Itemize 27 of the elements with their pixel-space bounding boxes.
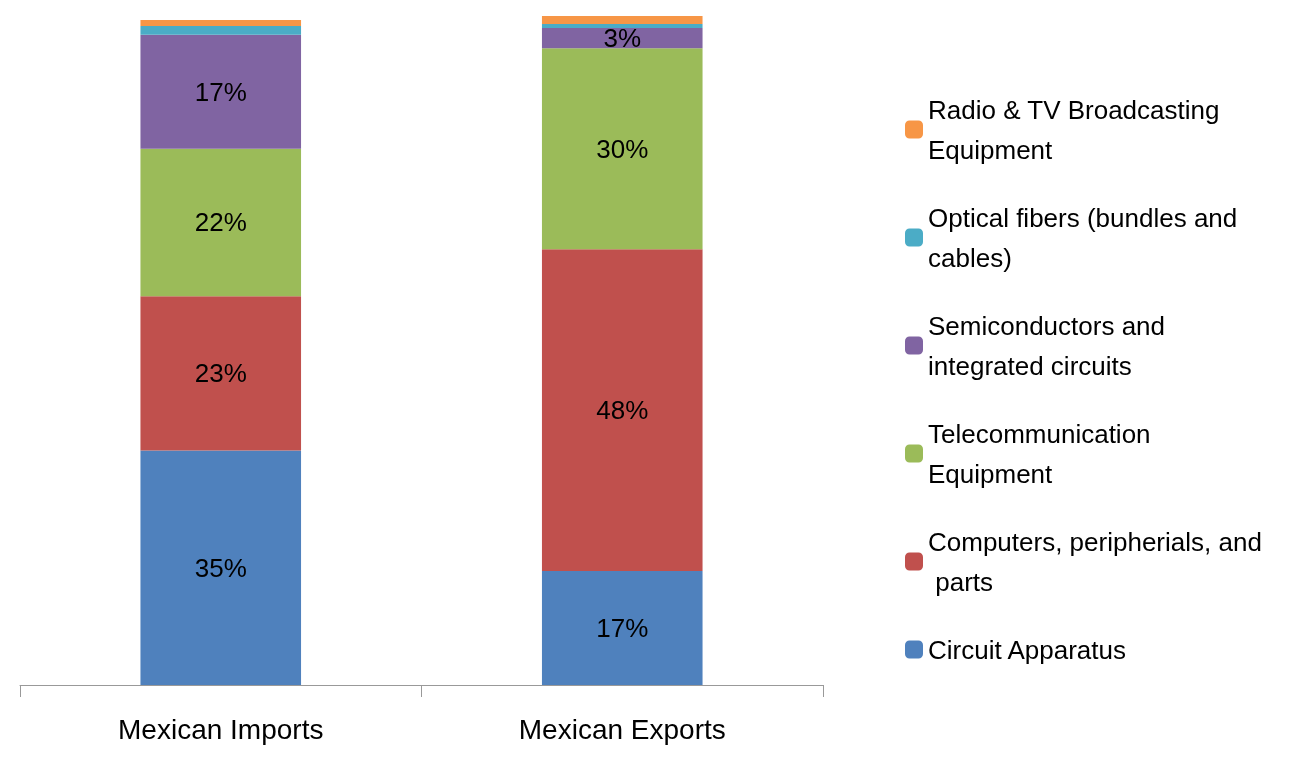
data-label: 23% bbox=[194, 358, 247, 389]
bar bbox=[140, 34, 302, 149]
bar bbox=[541, 16, 703, 25]
bar bbox=[541, 249, 703, 572]
bar bbox=[140, 450, 302, 685]
data-label: 22% bbox=[194, 207, 247, 238]
legend-label: Telecommunication Equipment bbox=[928, 418, 1158, 489]
data-label: 3% bbox=[603, 23, 642, 54]
legend-label: Computers, peripherials, and parts bbox=[928, 526, 1262, 597]
bar bbox=[140, 148, 302, 297]
data-label: 30% bbox=[596, 133, 649, 164]
bar bbox=[541, 571, 703, 685]
legend-label: Circuit Apparatus bbox=[928, 634, 1126, 665]
x-tick-label: Mexican Imports bbox=[118, 713, 324, 745]
bar bbox=[140, 26, 302, 35]
bar bbox=[541, 48, 703, 250]
data-label: 48% bbox=[596, 395, 649, 426]
bar bbox=[140, 20, 302, 27]
x-tick-label: Mexican Exports bbox=[518, 713, 726, 745]
bar bbox=[140, 296, 302, 451]
data-label: 17% bbox=[596, 613, 649, 644]
legend-label: Semiconductors and integrated circuits bbox=[928, 310, 1173, 381]
data-label: 17% bbox=[194, 76, 247, 107]
legend-label: Optical fibers (bundles and cables) bbox=[928, 202, 1245, 273]
legend-label: Radio & TV Broadcasting Equipment bbox=[928, 94, 1227, 165]
bar bbox=[541, 24, 703, 29]
data-label: 35% bbox=[194, 552, 247, 583]
